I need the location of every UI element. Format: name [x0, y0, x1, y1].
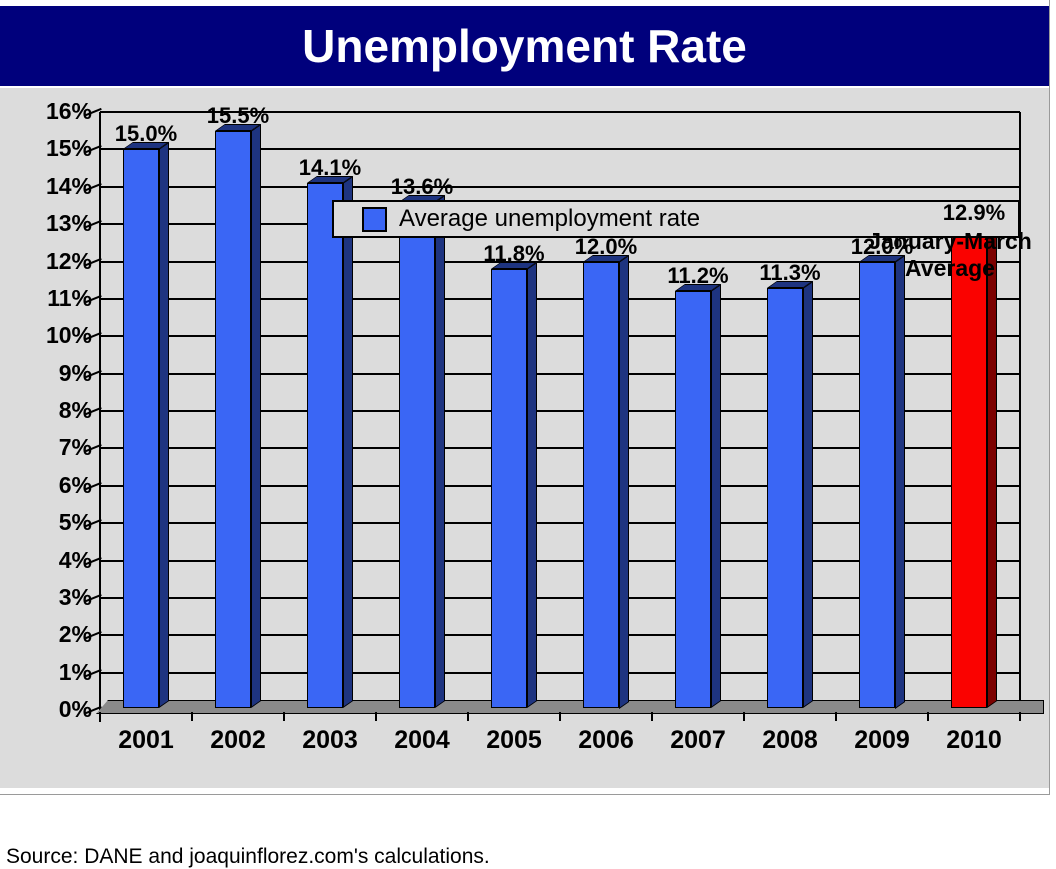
- bar-side-face: [803, 280, 813, 708]
- y-tick-label: 7%: [58, 434, 92, 461]
- bar-highlight-2010: [951, 227, 987, 708]
- gridline: [100, 634, 1020, 637]
- plot-right-wall: [1019, 112, 1021, 710]
- bar-2005: [491, 268, 527, 708]
- y-tick-label: 1%: [58, 658, 92, 685]
- y-tick-label: 11%: [47, 284, 92, 311]
- bar-value-label: 12.0%: [850, 233, 914, 259]
- x-tick-mark: [99, 712, 101, 721]
- bar-side-face: [895, 254, 905, 708]
- y-tick-label: 13%: [45, 210, 92, 237]
- bar-2001: [123, 149, 159, 708]
- bar-2009: [859, 261, 895, 708]
- y-axis-line: [99, 112, 101, 722]
- x-tick-mark: [559, 712, 561, 721]
- bar-side-face: [159, 142, 169, 708]
- x-tick-label: 2009: [854, 726, 910, 754]
- bar-value-label: 12.9%: [942, 199, 1006, 225]
- x-tick-mark: [1019, 712, 1021, 721]
- gridline: [100, 559, 1020, 562]
- source-note: Source: DANE and joaquinflorez.com's cal…: [6, 845, 490, 868]
- annotation-january-march-average: January-March Average: [845, 228, 1055, 282]
- bar-2002: [215, 130, 251, 708]
- bar-2004: [399, 201, 435, 708]
- y-tick-label: 9%: [58, 359, 92, 386]
- y-tick-label: 0%: [58, 696, 92, 722]
- y-tick-label: 10%: [45, 322, 92, 349]
- bar-value-label: 14.1%: [298, 155, 362, 180]
- bar-side-face: [251, 123, 261, 708]
- bar-value-label: 11.8%: [483, 240, 545, 266]
- x-tick-label: 2006: [578, 726, 634, 754]
- chart-panel: 0% 1% 2% 3% 4% 5% 6% 7% 8% 9% 10% 11% 12% 13% 14% 15% 16…: [0, 88, 1049, 868]
- bar-side-face: [435, 194, 445, 708]
- x-tick-mark: [835, 712, 837, 721]
- y-tick-label: 6%: [58, 471, 92, 498]
- y-tick-label: 3%: [58, 583, 92, 610]
- y-tick-label: 2%: [58, 621, 92, 648]
- bar-side-face: [711, 284, 721, 708]
- x-tick-mark: [651, 712, 653, 721]
- annotation-line2: Average: [905, 255, 995, 281]
- x-tick-mark: [283, 712, 285, 721]
- x-tick-mark: [927, 712, 929, 721]
- chart-title-bar: Unemployment Rate: [0, 6, 1049, 86]
- bar-2008: [767, 287, 803, 708]
- x-tick-label: 2001: [118, 726, 174, 754]
- bar-value-label: 12.0%: [574, 233, 638, 259]
- x-tick-mark: [191, 712, 193, 721]
- bar-value-label: 11.3%: [759, 259, 821, 285]
- x-tick-label: 2003: [302, 726, 358, 754]
- bar-2003: [307, 183, 343, 708]
- gridline: [100, 335, 1020, 338]
- gridline: [100, 671, 1020, 674]
- chart-title: Unemployment Rate: [302, 20, 747, 72]
- gridline: [100, 484, 1020, 487]
- bar-side-face: [343, 175, 353, 708]
- legend: Average unemployment rate: [332, 200, 1020, 238]
- x-tick-mark: [743, 712, 745, 721]
- gridline: [100, 297, 1020, 300]
- x-tick-label: 2007: [670, 726, 726, 754]
- gridline: [100, 111, 1020, 113]
- bar-side-face: [619, 254, 629, 708]
- gridline: [100, 596, 1020, 599]
- x-tick-mark: [467, 712, 469, 721]
- y-tick-label: 4%: [58, 546, 92, 573]
- bar-2007: [675, 291, 711, 708]
- legend-swatch-icon: [362, 206, 387, 232]
- y-tick-label: 12%: [45, 247, 92, 274]
- y-tick-label: 8%: [58, 397, 92, 423]
- gridline: [100, 260, 1020, 263]
- x-tick-label: 2008: [762, 726, 818, 754]
- x-tick-label: 2010: [946, 726, 1002, 754]
- bar-side-face: [527, 261, 537, 708]
- gridline: [100, 447, 1020, 450]
- bar-value-label: 13.6%: [390, 173, 454, 199]
- bar-side-face: [987, 220, 997, 708]
- x-tick-mark: [375, 712, 377, 721]
- bar-2006: [583, 261, 619, 708]
- bar-value-label: 11.2%: [667, 263, 729, 289]
- gridline: [100, 522, 1020, 525]
- y-tick-label: 14%: [45, 172, 92, 199]
- y-tick-label: 15%: [45, 135, 92, 162]
- legend-label: Average unemployment rate: [399, 205, 701, 232]
- y-tick-label: 5%: [58, 509, 92, 536]
- x-tick-label: 2004: [394, 726, 450, 754]
- bar-value-label: 15.0%: [114, 121, 178, 147]
- gridline: [100, 148, 1020, 151]
- gridline: [100, 372, 1020, 375]
- annotation-line1: January-March: [868, 228, 1032, 254]
- gridline: [100, 185, 1020, 188]
- y-tick-label: 16%: [45, 98, 92, 124]
- x-tick-label: 2002: [210, 726, 266, 754]
- gridline: [100, 410, 1020, 412]
- x-tick-label: 2005: [486, 726, 542, 754]
- bar-value-label: 15.5%: [206, 102, 270, 128]
